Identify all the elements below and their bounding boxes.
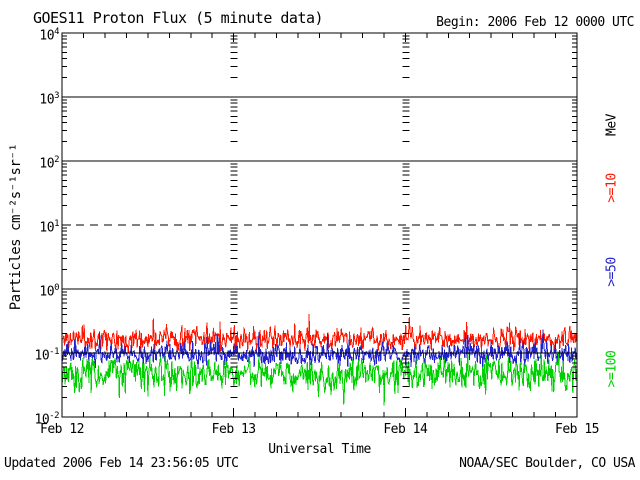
series-trace-100mev bbox=[61, 351, 578, 406]
updated-timestamp: Updated 2006 Feb 14 23:56:05 UTC bbox=[4, 456, 239, 471]
right-axis-unit-label: MeV bbox=[604, 114, 620, 136]
x-axis-label: Universal Time bbox=[268, 442, 371, 457]
series-trace-50mev bbox=[61, 329, 578, 369]
begin-timestamp: Begin: 2006 Feb 12 0000 UTC bbox=[436, 15, 634, 30]
chart-title: GOES11 Proton Flux (5 minute data) bbox=[33, 9, 324, 27]
source-credit: NOAA/SEC Boulder, CO USA bbox=[459, 456, 635, 471]
